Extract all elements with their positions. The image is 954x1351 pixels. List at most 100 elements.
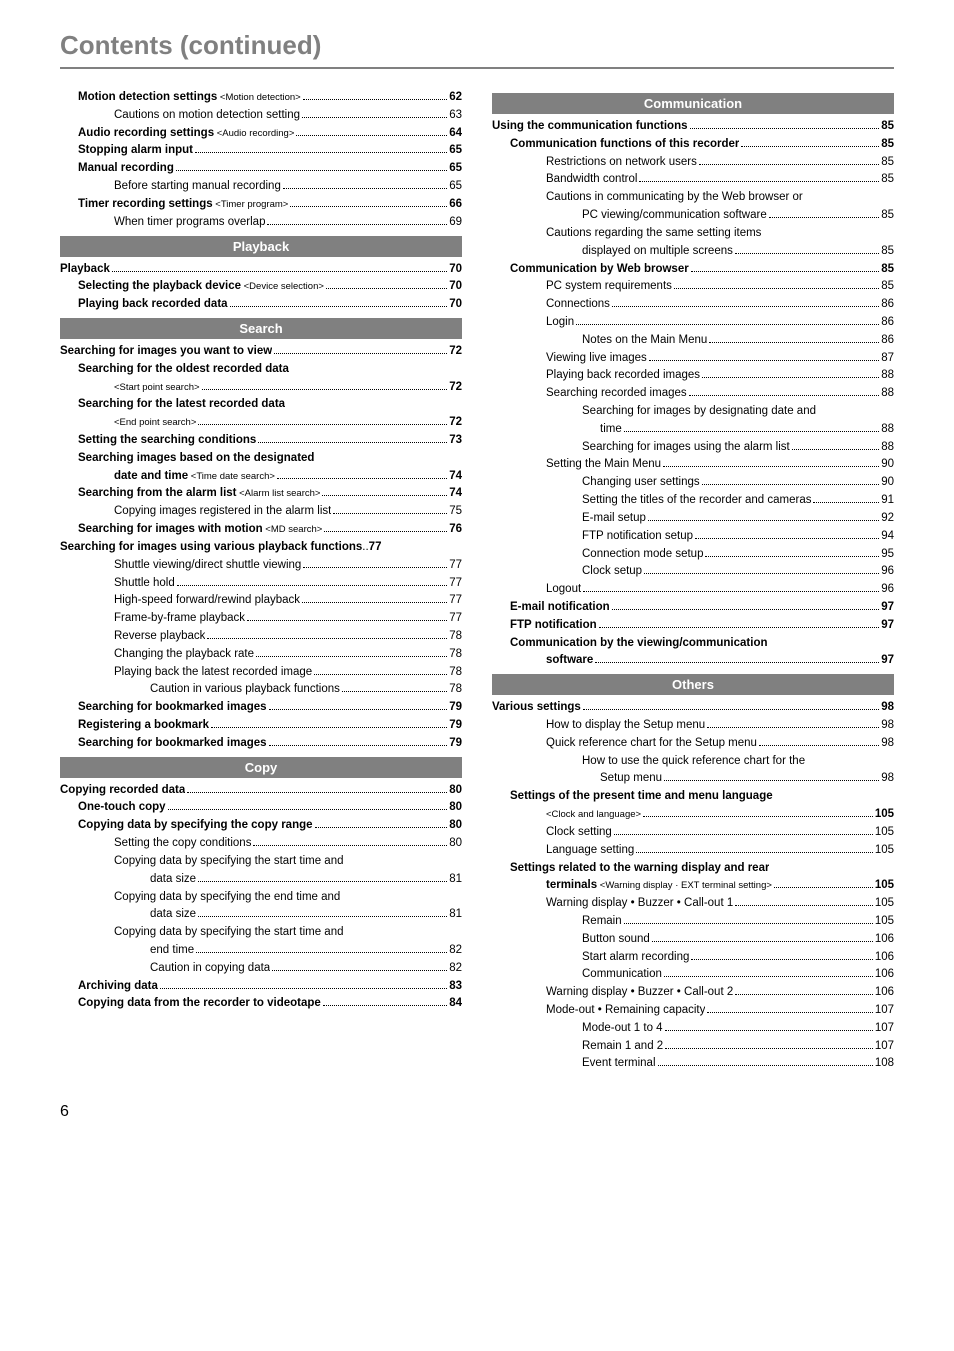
toc-label: Language setting bbox=[546, 842, 634, 860]
toc-entry: <End point search>72 bbox=[60, 414, 462, 432]
toc-page: 105 bbox=[875, 913, 894, 931]
toc-page: 105 bbox=[875, 877, 894, 895]
toc-label: Setup menu bbox=[600, 770, 662, 788]
toc-entry: Copying recorded data80 bbox=[60, 782, 462, 800]
toc-entry: date and time <Time date search>74 bbox=[60, 468, 462, 486]
toc-label: Copying data by specifying the start tim… bbox=[114, 853, 344, 871]
toc-label: Mode-out 1 to 4 bbox=[582, 1020, 663, 1038]
toc-entry: Caution in various playback functions78 bbox=[60, 681, 462, 699]
toc-page: 85 bbox=[881, 207, 894, 225]
toc-page: 91 bbox=[881, 492, 894, 510]
section-header: Playback bbox=[60, 236, 462, 257]
toc-page: 77 bbox=[449, 610, 462, 628]
toc-label: Setting the Main Menu bbox=[546, 456, 661, 474]
toc-leader-dots bbox=[198, 916, 447, 917]
toc-leader-dots bbox=[303, 567, 447, 568]
toc-page: 79 bbox=[449, 717, 462, 735]
toc-leader-dots bbox=[649, 360, 879, 361]
toc-entry: Motion detection settings <Motion detect… bbox=[60, 89, 462, 107]
toc-entry: Copying data by specifying the end time … bbox=[60, 889, 462, 907]
toc-leader-dots bbox=[195, 152, 447, 153]
toc-leader-dots bbox=[652, 941, 873, 942]
toc-label: Searching for the latest recorded data bbox=[78, 396, 285, 414]
toc-entry: Searching from the alarm list <Alarm lis… bbox=[60, 485, 462, 503]
toc-label: Communication by Web browser bbox=[510, 261, 689, 279]
toc-leader-dots bbox=[614, 834, 873, 835]
toc-label: Communication by the viewing/communicati… bbox=[510, 635, 768, 653]
toc-page: 87 bbox=[881, 350, 894, 368]
toc-leader-dots bbox=[283, 188, 447, 189]
toc-label: How to use the quick reference chart for… bbox=[582, 753, 805, 771]
toc-entry: Searching for the oldest recorded data bbox=[60, 361, 462, 379]
toc-label: Archiving data bbox=[78, 978, 158, 996]
toc-page: 85 bbox=[881, 136, 894, 154]
toc-label: Copying data by specifying the copy rang… bbox=[78, 817, 313, 835]
toc-label: Motion detection settings <Motion detect… bbox=[78, 89, 301, 107]
toc-leader-dots bbox=[256, 656, 447, 657]
page-number: 6 bbox=[60, 1103, 894, 1121]
toc-leader-dots bbox=[277, 478, 447, 479]
toc-leader-dots bbox=[769, 217, 879, 218]
toc-label: Connections bbox=[546, 296, 610, 314]
toc-label: Notes on the Main Menu bbox=[582, 332, 707, 350]
toc-entry: Cautions in communicating by the Web bro… bbox=[492, 189, 894, 207]
toc-leader-dots bbox=[599, 627, 880, 628]
toc-page: 88 bbox=[881, 385, 894, 403]
toc-leader-dots bbox=[612, 306, 879, 307]
toc-page: 80 bbox=[449, 835, 462, 853]
toc-column: Motion detection settings <Motion detect… bbox=[60, 89, 462, 1073]
toc-page: 81 bbox=[449, 906, 462, 924]
toc-label: Timer recording settings <Timer program> bbox=[78, 196, 288, 214]
toc-leader-dots bbox=[202, 389, 448, 390]
toc-entry: Using the communication functions85 bbox=[492, 118, 894, 136]
toc-leader-dots bbox=[595, 662, 879, 663]
toc-entry: Remain105 bbox=[492, 913, 894, 931]
toc-entry: Copying data by specifying the copy rang… bbox=[60, 817, 462, 835]
toc-leader-dots bbox=[253, 845, 447, 846]
toc-entry: Frame-by-frame playback77 bbox=[60, 610, 462, 628]
toc-label: Bandwidth control bbox=[546, 171, 637, 189]
toc-page: 66 bbox=[449, 196, 462, 214]
toc-leader-dots bbox=[699, 164, 879, 165]
toc-leader-dots bbox=[314, 674, 447, 675]
toc-page: 70 bbox=[449, 278, 462, 296]
toc-entry: Caution in copying data82 bbox=[60, 960, 462, 978]
toc-leader-dots bbox=[303, 99, 447, 100]
toc-label: High-speed forward/rewind playback bbox=[114, 592, 300, 610]
toc-entry: Searching for images using the alarm lis… bbox=[492, 439, 894, 457]
toc-page: 69 bbox=[449, 214, 462, 232]
toc-page: 85 bbox=[881, 243, 894, 261]
toc-entry: Settings related to the warning display … bbox=[492, 860, 894, 878]
toc-entry: terminals <Warning display · EXT termina… bbox=[492, 877, 894, 895]
toc-leader-dots bbox=[690, 128, 880, 129]
toc-entry: Login86 bbox=[492, 314, 894, 332]
toc-page: 75 bbox=[449, 503, 462, 521]
toc-page: 96 bbox=[881, 563, 894, 581]
toc-entry: When timer programs overlap69 bbox=[60, 214, 462, 232]
toc-leader-dots bbox=[792, 449, 879, 450]
toc-page: 81 bbox=[449, 871, 462, 889]
toc-page: 72 bbox=[449, 343, 462, 361]
toc-leader-dots bbox=[691, 271, 880, 272]
toc-label: Warning display • Buzzer • Call-out 1 bbox=[546, 895, 733, 913]
toc-leader-dots bbox=[707, 727, 879, 728]
toc-entry: One-touch copy80 bbox=[60, 799, 462, 817]
toc-leader-dots bbox=[583, 709, 879, 710]
toc-entry: Playing back recorded data70 bbox=[60, 296, 462, 314]
toc-label: E-mail setup bbox=[582, 510, 646, 528]
toc-entry: Logout96 bbox=[492, 581, 894, 599]
toc-label: Restrictions on network users bbox=[546, 154, 697, 172]
toc-entry: FTP notification setup94 bbox=[492, 528, 894, 546]
toc-leader-dots bbox=[207, 638, 447, 639]
toc-page: 80 bbox=[449, 817, 462, 835]
toc-entry: Settings of the present time and menu la… bbox=[492, 788, 894, 806]
toc-page: 97 bbox=[881, 617, 894, 635]
toc-entry: Warning display • Buzzer • Call-out 2106 bbox=[492, 984, 894, 1002]
toc-leader-dots bbox=[576, 324, 879, 325]
toc-label: E-mail notification bbox=[510, 599, 610, 617]
toc-entry: Setting the titles of the recorder and c… bbox=[492, 492, 894, 510]
toc-page: 80 bbox=[449, 799, 462, 817]
section-header: Copy bbox=[60, 757, 462, 778]
toc-page: 64 bbox=[449, 125, 462, 143]
toc-leader-dots bbox=[302, 117, 447, 118]
